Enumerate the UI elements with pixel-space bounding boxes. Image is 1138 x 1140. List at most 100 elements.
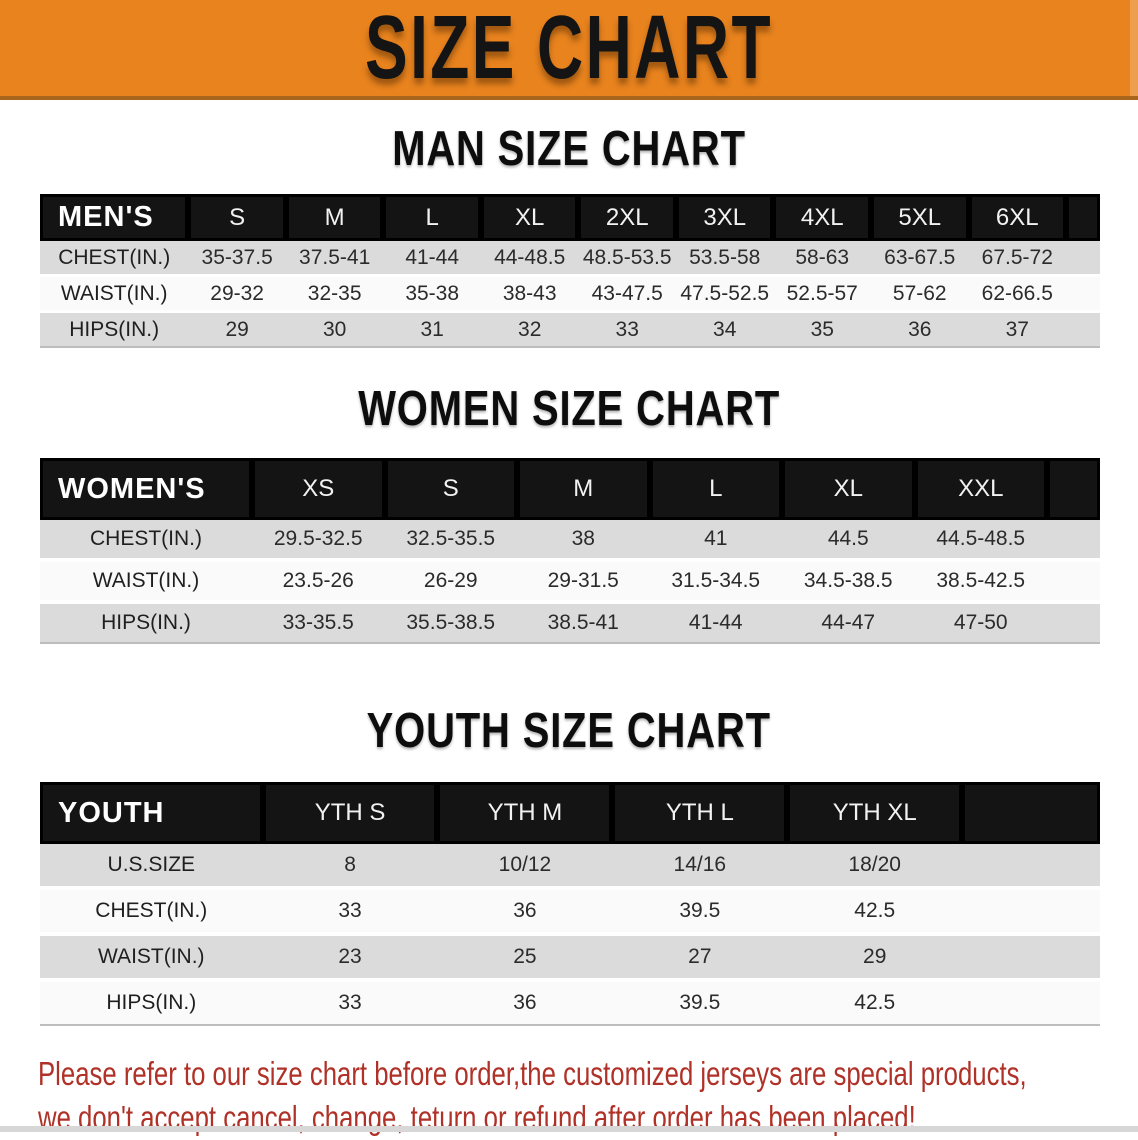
size-value: 30 — [285, 311, 384, 348]
size-value: 35.5-38.5 — [384, 602, 517, 644]
women-size-table: WOMEN'S XS S M L XL XXL CHEST(IN.) 29.5-32.5 32.5… — [40, 458, 1100, 644]
size-column-header: XL — [782, 458, 915, 520]
row-spacer — [962, 980, 1100, 1026]
measurement-label: U.S.SIZE — [40, 844, 263, 890]
size-value: 44.5-48.5 — [914, 520, 1047, 562]
row-spacer — [962, 888, 1100, 936]
header-spacer — [1066, 194, 1100, 241]
size-value: 62-66.5 — [968, 275, 1067, 313]
measurement-label: CHEST(IN.) — [40, 241, 189, 277]
size-value: 29.5-32.5 — [252, 520, 385, 562]
youth-size-table: YOUTH YTH S YTH M YTH L YTH XL U.S.SIZE 8 10/12… — [40, 782, 1100, 1026]
row-spacer — [1047, 560, 1100, 604]
measurement-row: WAIST(IN.) 29-32 32-35 35-38 38-43 43-47.5 47.… — [40, 275, 1100, 313]
size-value: 29 — [787, 934, 963, 982]
size-value: 38 — [517, 520, 650, 562]
size-value: 34.5-38.5 — [782, 560, 915, 604]
size-value: 42.5 — [787, 980, 963, 1026]
size-value: 35-38 — [383, 275, 481, 313]
size-value: 29-32 — [188, 275, 286, 313]
disclaimer-line-1: Please refer to our size chart before or… — [38, 1055, 1027, 1092]
size-value: 29-31.5 — [517, 560, 650, 604]
size-value: 58-63 — [773, 241, 871, 277]
women-corner-label: WOMEN'S — [40, 458, 252, 520]
size-value: 36 — [871, 311, 969, 348]
man-size-chart-section: MAN SIZE CHART MEN'S S M L XL 2XL 3XL 4XL 5XL 6XL… — [0, 119, 1138, 348]
size-value: 23.5-26 — [252, 560, 385, 604]
size-column-header: 4XL — [773, 194, 871, 241]
size-column-header: 2XL — [578, 194, 676, 241]
size-value: 67.5-72 — [968, 241, 1067, 277]
size-value: 33 — [262, 980, 438, 1026]
measurement-row: WAIST(IN.) 23.5-26 26-29 29-31.5 31.5-34.5 34… — [40, 560, 1100, 604]
size-value: 44.5 — [782, 520, 915, 562]
size-value: 41 — [649, 520, 782, 562]
size-value: 41-44 — [649, 602, 782, 644]
size-value: 32.5-35.5 — [384, 520, 517, 562]
header-spacer — [1047, 458, 1100, 520]
women-size-chart-section: WOMEN SIZE CHART WOMEN'S XS S M L XL XXL CHEST(… — [0, 379, 1138, 644]
size-value: 48.5-53.5 — [578, 241, 676, 277]
size-value: 37.5-41 — [285, 241, 384, 277]
size-value: 53.5-58 — [675, 241, 774, 277]
measurement-row: HIPS(IN.) 29 30 31 32 33 34 35 36 37 — [40, 311, 1100, 348]
size-value: 35-37.5 — [188, 241, 286, 277]
size-value: 41-44 — [383, 241, 481, 277]
man-size-chart-heading: MAN SIZE CHART — [392, 119, 746, 176]
size-value: 38-43 — [480, 275, 579, 313]
size-value: 26-29 — [384, 560, 517, 604]
size-column-header: 3XL — [675, 194, 774, 241]
size-column-header: YTH XL — [787, 782, 963, 844]
measurement-label: HIPS(IN.) — [40, 980, 263, 1026]
size-value: 23 — [262, 934, 438, 982]
disclaimer-line-2: we don't accept cancel, change, teturn o… — [38, 1099, 916, 1136]
measurement-row: CHEST(IN.) 35-37.5 37.5-41 41-44 44-48.5 48.5… — [40, 241, 1100, 277]
size-column-header: YTH M — [437, 782, 613, 844]
measurement-row: HIPS(IN.) 33 36 39.5 42.5 — [40, 980, 1100, 1026]
size-value: 25 — [437, 934, 613, 982]
size-column-header: S — [384, 458, 517, 520]
men-size-table: MEN'S S M L XL 2XL 3XL 4XL 5XL 6XL CHEST(IN.) 35-37… — [40, 194, 1100, 348]
measurement-label: CHEST(IN.) — [40, 888, 263, 936]
row-spacer — [962, 934, 1100, 982]
size-value: 44-48.5 — [480, 241, 579, 277]
size-value: 36 — [437, 888, 613, 936]
disclaimer: Please refer to our size chart before or… — [38, 1052, 1138, 1140]
size-column-header: YTH S — [262, 782, 438, 844]
row-spacer — [1047, 602, 1100, 644]
row-spacer — [962, 844, 1100, 890]
size-value: 14/16 — [612, 844, 788, 890]
row-spacer — [1066, 275, 1100, 313]
size-chart-title: SIZE CHART — [365, 0, 773, 98]
row-spacer — [1066, 241, 1100, 277]
size-value: 39.5 — [612, 980, 788, 1026]
measurement-label: WAIST(IN.) — [40, 560, 252, 604]
measurement-row: CHEST(IN.) 29.5-32.5 32.5-35.5 38 41 44.5 44.5… — [40, 520, 1100, 562]
size-column-header: 6XL — [968, 194, 1067, 241]
size-value: 31.5-34.5 — [649, 560, 782, 604]
size-column-header: M — [285, 194, 384, 241]
size-value: 29 — [188, 311, 286, 348]
size-value: 18/20 — [787, 844, 963, 890]
measurement-label: WAIST(IN.) — [40, 934, 263, 982]
size-value: 33 — [578, 311, 676, 348]
size-column-header: L — [649, 458, 782, 520]
women-size-chart-heading: WOMEN SIZE CHART — [358, 379, 780, 436]
header-spacer — [962, 782, 1100, 844]
size-value: 31 — [383, 311, 481, 348]
size-value: 42.5 — [787, 888, 963, 936]
size-value: 35 — [773, 311, 871, 348]
size-value: 33-35.5 — [252, 602, 385, 644]
size-value: 63-67.5 — [871, 241, 969, 277]
size-column-header: L — [383, 194, 481, 241]
size-column-header: YTH L — [612, 782, 788, 844]
size-value: 32-35 — [285, 275, 384, 313]
size-column-header: XL — [480, 194, 579, 241]
size-value: 8 — [262, 844, 438, 890]
measurement-row: CHEST(IN.) 33 36 39.5 42.5 — [40, 888, 1100, 936]
row-spacer — [1066, 311, 1100, 348]
size-value: 44-47 — [782, 602, 915, 644]
size-value: 39.5 — [612, 888, 788, 936]
size-value: 32 — [480, 311, 579, 348]
youth-size-chart-heading: YOUTH SIZE CHART — [366, 701, 772, 758]
